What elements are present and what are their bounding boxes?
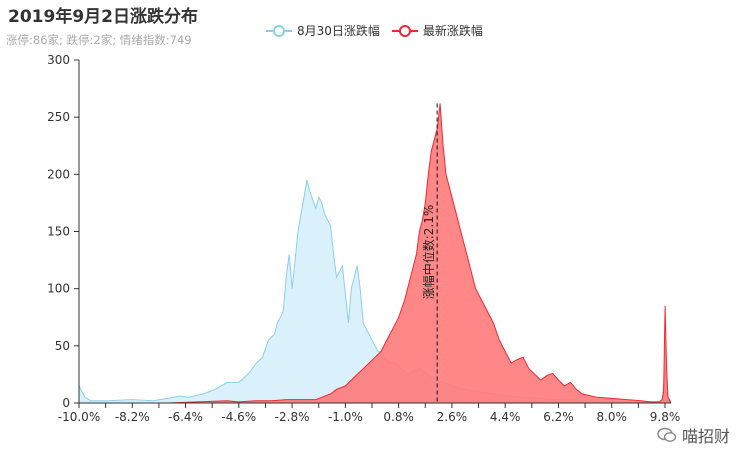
y-tick-label: 250	[47, 110, 70, 124]
y-tick-label: 200	[47, 167, 70, 181]
x-tick-label: 0.8%	[383, 410, 414, 424]
x-tick-label: -2.8%	[275, 410, 310, 424]
y-tick-label: 150	[47, 225, 70, 239]
legend-item-curr[interactable]: 最新涨跌幅	[391, 22, 483, 39]
x-tick-label: 6.2%	[543, 410, 574, 424]
x-tick-label: 8.0%	[596, 410, 627, 424]
series-area-1	[79, 103, 671, 404]
wechat-icon	[657, 427, 677, 442]
x-tick-label: -1.0%	[328, 410, 363, 424]
x-tick-label: -6.4%	[168, 410, 203, 424]
chart-subtitle: 涨停:86家; 跌停:2家; 情绪指数:749	[6, 33, 192, 47]
y-tick-label: 0	[62, 396, 70, 410]
y-tick-label: 100	[47, 282, 70, 296]
x-tick-label: 2.6%	[437, 410, 468, 424]
watermark: 喵招财	[657, 423, 730, 447]
x-tick-label: -10.0%	[58, 410, 100, 424]
legend-curr-label: 最新涨跌幅	[422, 24, 483, 38]
series-line-1	[79, 103, 672, 404]
chart-title: 2019年9月2日涨跌分布	[8, 7, 198, 27]
legend-prev-label: 8月30日涨跌幅	[297, 24, 380, 38]
x-tick-label: 9.8%	[650, 410, 681, 424]
y-tick-label: 50	[55, 339, 70, 353]
legend-item-prev[interactable]: 8月30日涨跌幅	[266, 22, 380, 39]
x-tick-label: -4.6%	[221, 410, 256, 424]
legend-prev-line-icon	[266, 24, 292, 37]
x-tick-label: 4.4%	[490, 410, 521, 424]
legend-curr-line-icon	[391, 24, 418, 37]
median-label: 涨幅中位数:2.1%	[421, 205, 436, 300]
legend: 8月30日涨跌幅 最新涨跌幅	[266, 22, 495, 39]
x-tick-label: -8.2%	[115, 410, 150, 424]
y-tick-label: 300	[47, 53, 70, 67]
watermark-text: 喵招财	[681, 427, 730, 446]
